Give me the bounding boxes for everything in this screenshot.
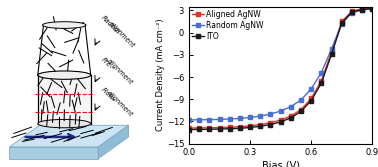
Random AgNW	[268, 113, 273, 115]
Ellipse shape	[42, 22, 86, 28]
Random AgNW	[350, 12, 354, 14]
Text: alignment: alignment	[106, 58, 134, 86]
Random AgNW	[299, 99, 303, 101]
ITO	[299, 110, 303, 112]
ITO	[197, 128, 201, 130]
ITO	[228, 128, 232, 130]
Aligned AgNW	[258, 124, 263, 126]
Text: Radom: Radom	[100, 15, 121, 35]
Aligned AgNW	[360, 8, 364, 10]
Polygon shape	[9, 125, 129, 147]
Random AgNW	[329, 48, 334, 50]
Text: Flow-: Flow-	[100, 87, 117, 103]
Aligned AgNW	[299, 109, 303, 111]
Line: Aligned AgNW: Aligned AgNW	[187, 5, 375, 130]
ITO	[319, 82, 324, 84]
Random AgNW	[370, 8, 375, 10]
ITO	[258, 125, 263, 127]
Aligned AgNW	[370, 7, 375, 9]
ITO	[268, 124, 273, 126]
Polygon shape	[38, 75, 91, 124]
Random AgNW	[339, 23, 344, 25]
Random AgNW	[319, 71, 324, 73]
Random AgNW	[278, 110, 283, 112]
Random AgNW	[238, 117, 242, 119]
ITO	[278, 121, 283, 123]
Line: Random AgNW: Random AgNW	[187, 7, 375, 122]
Random AgNW	[207, 119, 212, 121]
Line: ITO: ITO	[187, 6, 375, 132]
Aligned AgNW	[228, 126, 232, 128]
Random AgNW	[309, 88, 313, 90]
Random AgNW	[360, 9, 364, 11]
Aligned AgNW	[238, 126, 242, 128]
Random AgNW	[228, 118, 232, 120]
Ellipse shape	[38, 71, 91, 79]
Text: alignment: alignment	[106, 90, 134, 118]
Aligned AgNW	[197, 127, 201, 129]
ITO	[288, 117, 293, 119]
X-axis label: Bias (V): Bias (V)	[262, 160, 300, 167]
Aligned AgNW	[288, 115, 293, 117]
Aligned AgNW	[329, 51, 334, 53]
Aligned AgNW	[309, 98, 313, 100]
Polygon shape	[98, 125, 129, 159]
ITO	[329, 53, 334, 55]
ITO	[350, 11, 354, 13]
ITO	[248, 126, 253, 128]
ITO	[309, 100, 313, 102]
Aligned AgNW	[278, 119, 283, 121]
Text: alignment: alignment	[108, 21, 136, 49]
Aligned AgNW	[187, 127, 191, 129]
Polygon shape	[9, 147, 98, 159]
Ellipse shape	[38, 119, 91, 128]
Random AgNW	[258, 115, 263, 117]
ITO	[339, 22, 344, 24]
Random AgNW	[187, 119, 191, 121]
ITO	[217, 128, 222, 130]
Aligned AgNW	[217, 127, 222, 129]
Aligned AgNW	[268, 122, 273, 124]
Random AgNW	[288, 106, 293, 108]
Random AgNW	[197, 119, 201, 121]
Aligned AgNW	[207, 127, 212, 129]
Random AgNW	[217, 118, 222, 120]
Text: Pre-: Pre-	[100, 57, 114, 70]
Y-axis label: Current Density (mA cm⁻²): Current Density (mA cm⁻²)	[156, 19, 165, 131]
Aligned AgNW	[350, 10, 354, 12]
ITO	[207, 128, 212, 130]
ITO	[187, 129, 191, 131]
Legend: Aligned AgNW, Random AgNW, ITO: Aligned AgNW, Random AgNW, ITO	[191, 9, 264, 41]
Aligned AgNW	[319, 80, 324, 82]
ITO	[360, 9, 364, 11]
Random AgNW	[248, 117, 253, 119]
Aligned AgNW	[248, 125, 253, 127]
ITO	[370, 8, 375, 10]
ITO	[238, 127, 242, 129]
Aligned AgNW	[339, 21, 344, 23]
